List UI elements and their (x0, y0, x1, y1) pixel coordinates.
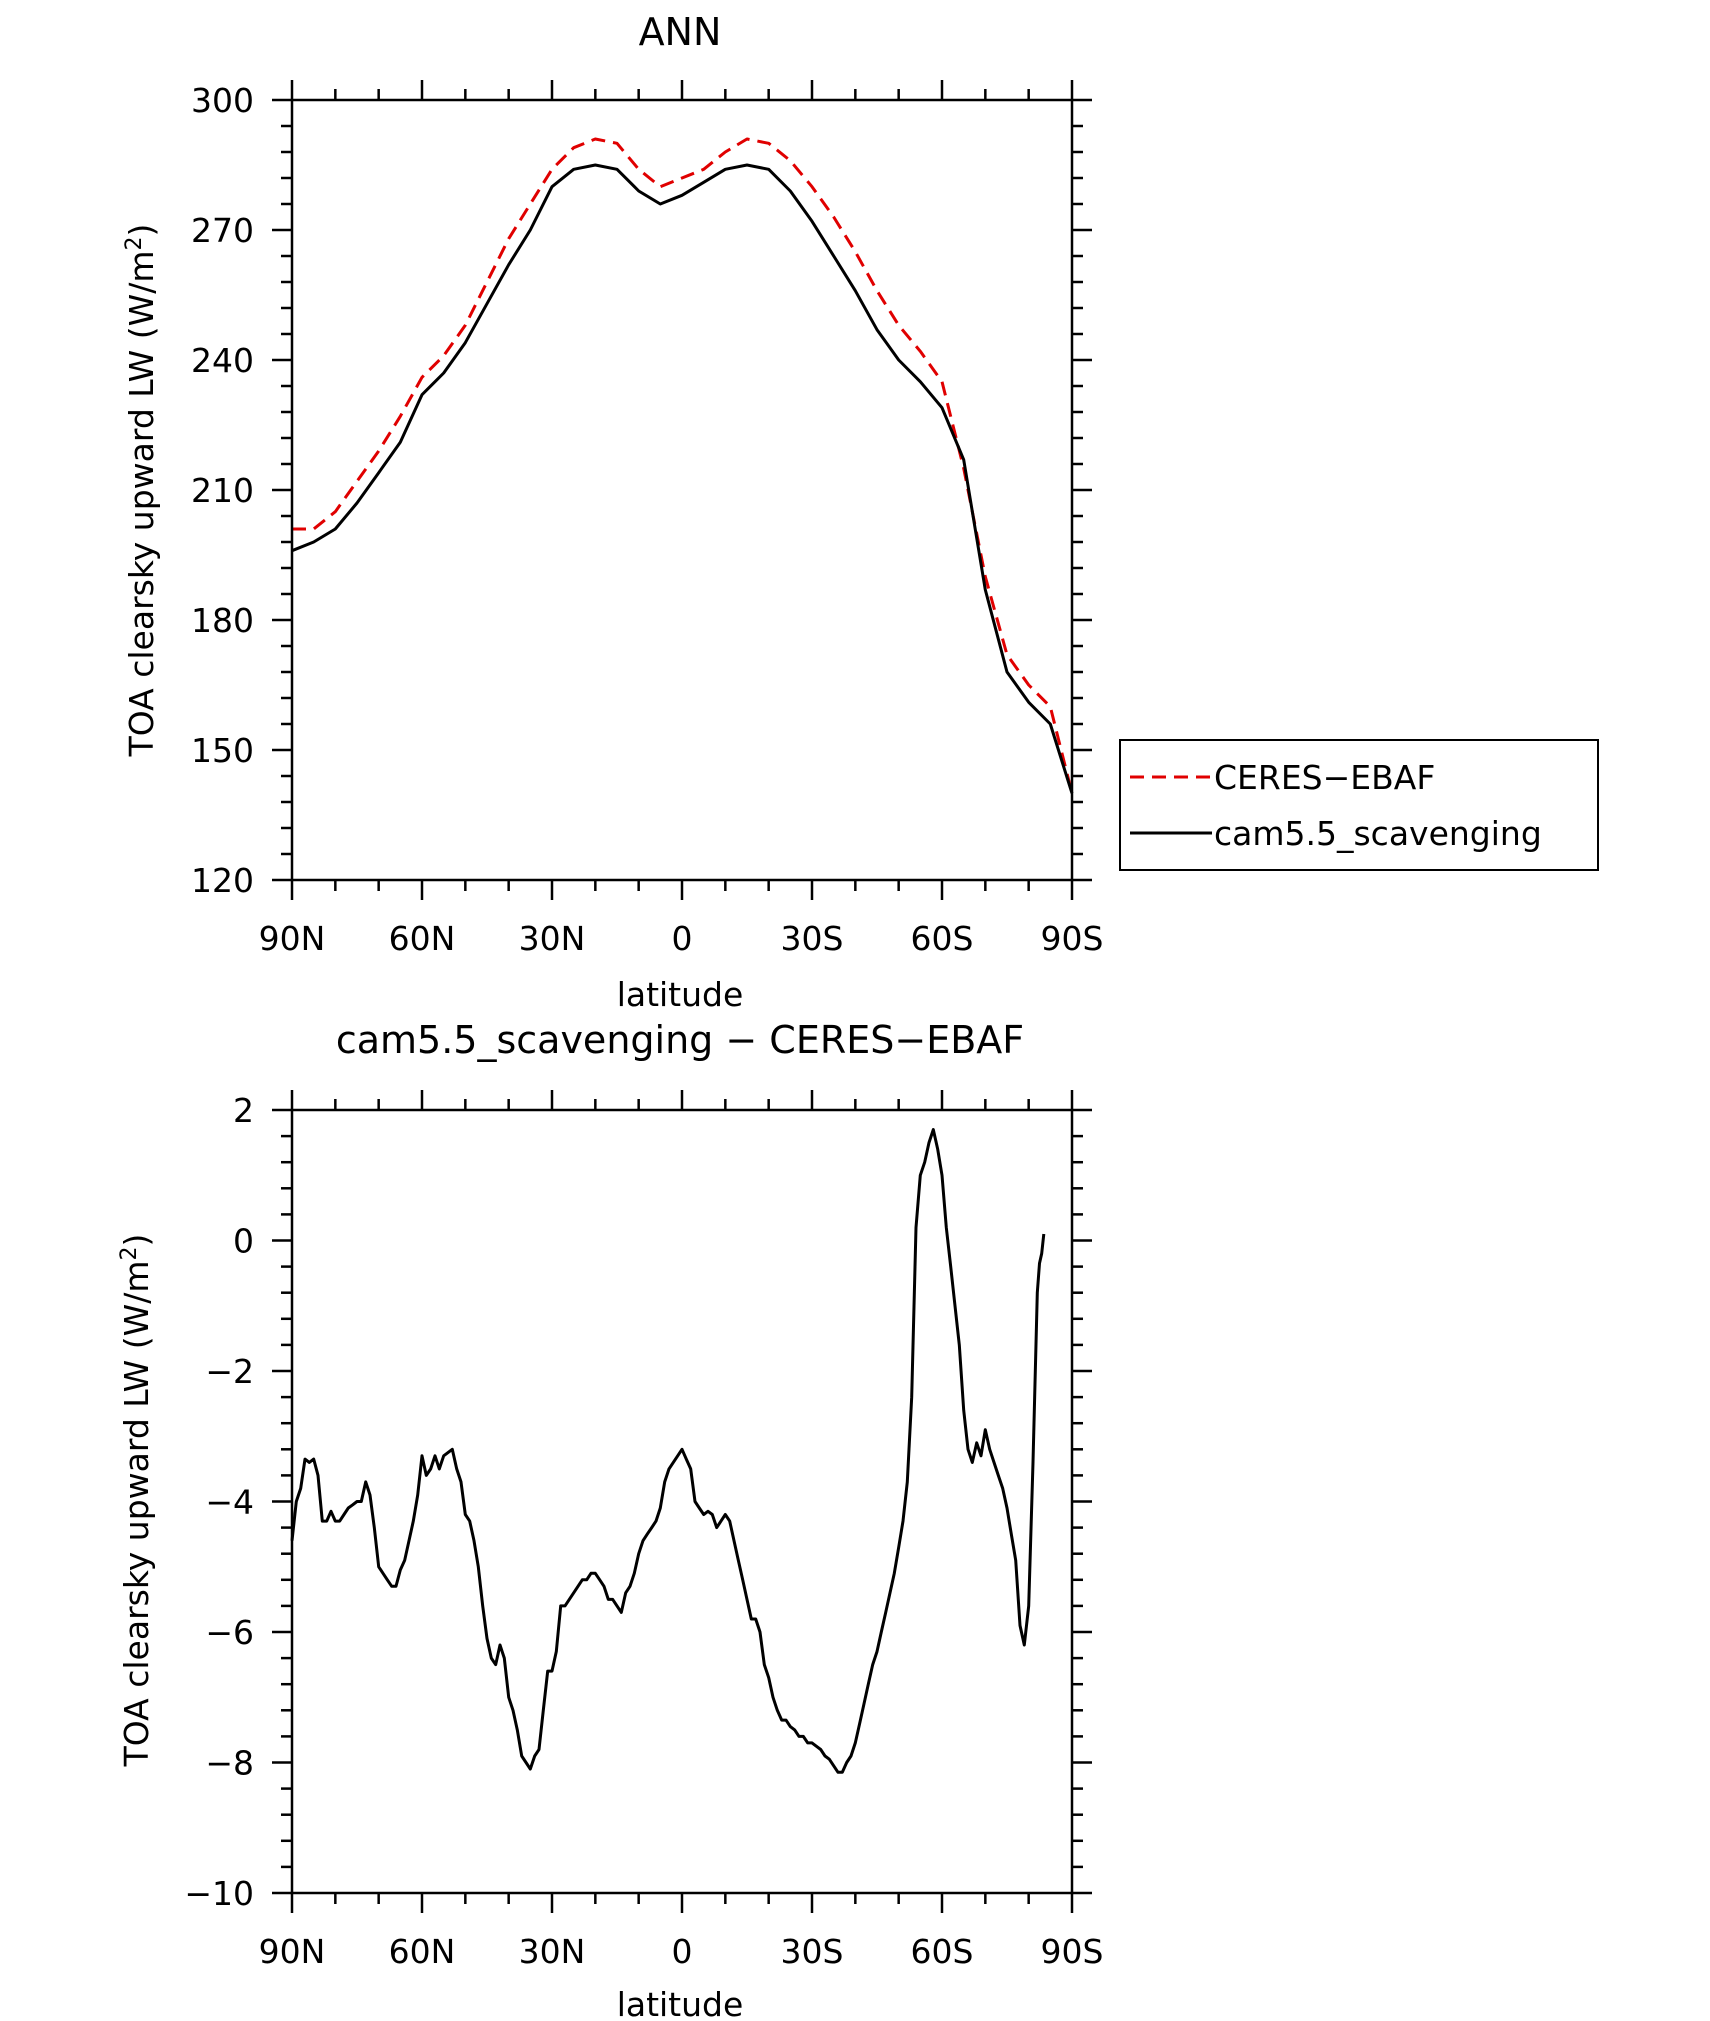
y-tick-label: 0 (233, 1222, 254, 1261)
y-tick-label: 210 (191, 471, 254, 510)
legend-label-cam: cam5.5_scavenging (1214, 814, 1542, 853)
tick-labels: 90N 60N 30N 0 30S 60S 90S −10 −8 −6 −4 −2 0 2 (184, 1091, 1103, 1971)
y-tick-label: −2 (205, 1352, 254, 1391)
y-tick-label: 180 (191, 601, 254, 640)
plot-frame (290, 98, 1074, 882)
x-tick-label: 0 (672, 919, 693, 958)
y-tick-label: 300 (191, 81, 254, 120)
plot-frame (290, 1108, 1074, 1895)
axis-ticks (272, 80, 1092, 900)
y-tick-label: −8 (205, 1744, 254, 1783)
y-tick-label: 240 (191, 341, 254, 380)
x-axis-label: latitude (617, 1985, 744, 2021)
y-tick-label: −10 (184, 1874, 254, 1913)
chart-top: ANN 90N 60N 30N 0 30S 60S 90S 120 150 180 210 240 27… (122, 10, 1599, 1014)
x-tick-label: 0 (672, 1932, 693, 1971)
x-tick-label: 60S (911, 919, 974, 958)
x-tick-label: 90N (259, 1932, 326, 1971)
x-tick-label: 30S (781, 919, 844, 958)
series-line-0 (290, 1128, 1046, 1774)
legend: CERES−EBAF cam5.5_scavenging (1119, 739, 1599, 871)
plot-area (290, 1128, 1046, 1774)
x-tick-label: 90N (259, 919, 326, 958)
tick-labels: 90N 60N 30N 0 30S 60S 90S 120 150 180 210 240 270 300 (191, 81, 1103, 958)
legend-box (1119, 739, 1599, 871)
axis-ticks (272, 1090, 1092, 1913)
x-tick-label: 30N (519, 919, 586, 958)
y-tick-label: 120 (191, 861, 254, 900)
x-tick-label: 90S (1041, 919, 1104, 958)
x-tick-label: 90S (1041, 1932, 1104, 1971)
legend-label-ceres: CERES−EBAF (1214, 758, 1435, 797)
x-axis-label: latitude (617, 975, 744, 1014)
x-tick-label: 30S (781, 1932, 844, 1971)
x-tick-label: 60N (389, 919, 456, 958)
chart-title: ANN (639, 10, 722, 54)
x-tick-label: 60S (911, 1932, 974, 1971)
series-line-1 (291, 163, 1074, 794)
chart-bottom: cam5.5_scavenging − CERES−EBAF 90N 60N 30N… (117, 1018, 1104, 2021)
y-axis-label: TOA clearsky upward LW (W/m2) (122, 224, 162, 758)
y-tick-label: 150 (191, 731, 254, 770)
chart-title: cam5.5_scavenging − CERES−EBAF (336, 1018, 1024, 1062)
x-tick-label: 60N (389, 1932, 456, 1971)
series-line-0 (292, 137, 1074, 794)
y-axis-label: TOA clearsky upward LW (W/m2) (117, 1234, 157, 1768)
y-tick-label: 2 (233, 1091, 254, 1130)
y-tick-label: −4 (205, 1483, 254, 1522)
x-tick-label: 30N (519, 1932, 586, 1971)
y-tick-label: −6 (205, 1613, 254, 1652)
plot-area (291, 137, 1074, 794)
y-tick-label: 270 (191, 211, 254, 250)
